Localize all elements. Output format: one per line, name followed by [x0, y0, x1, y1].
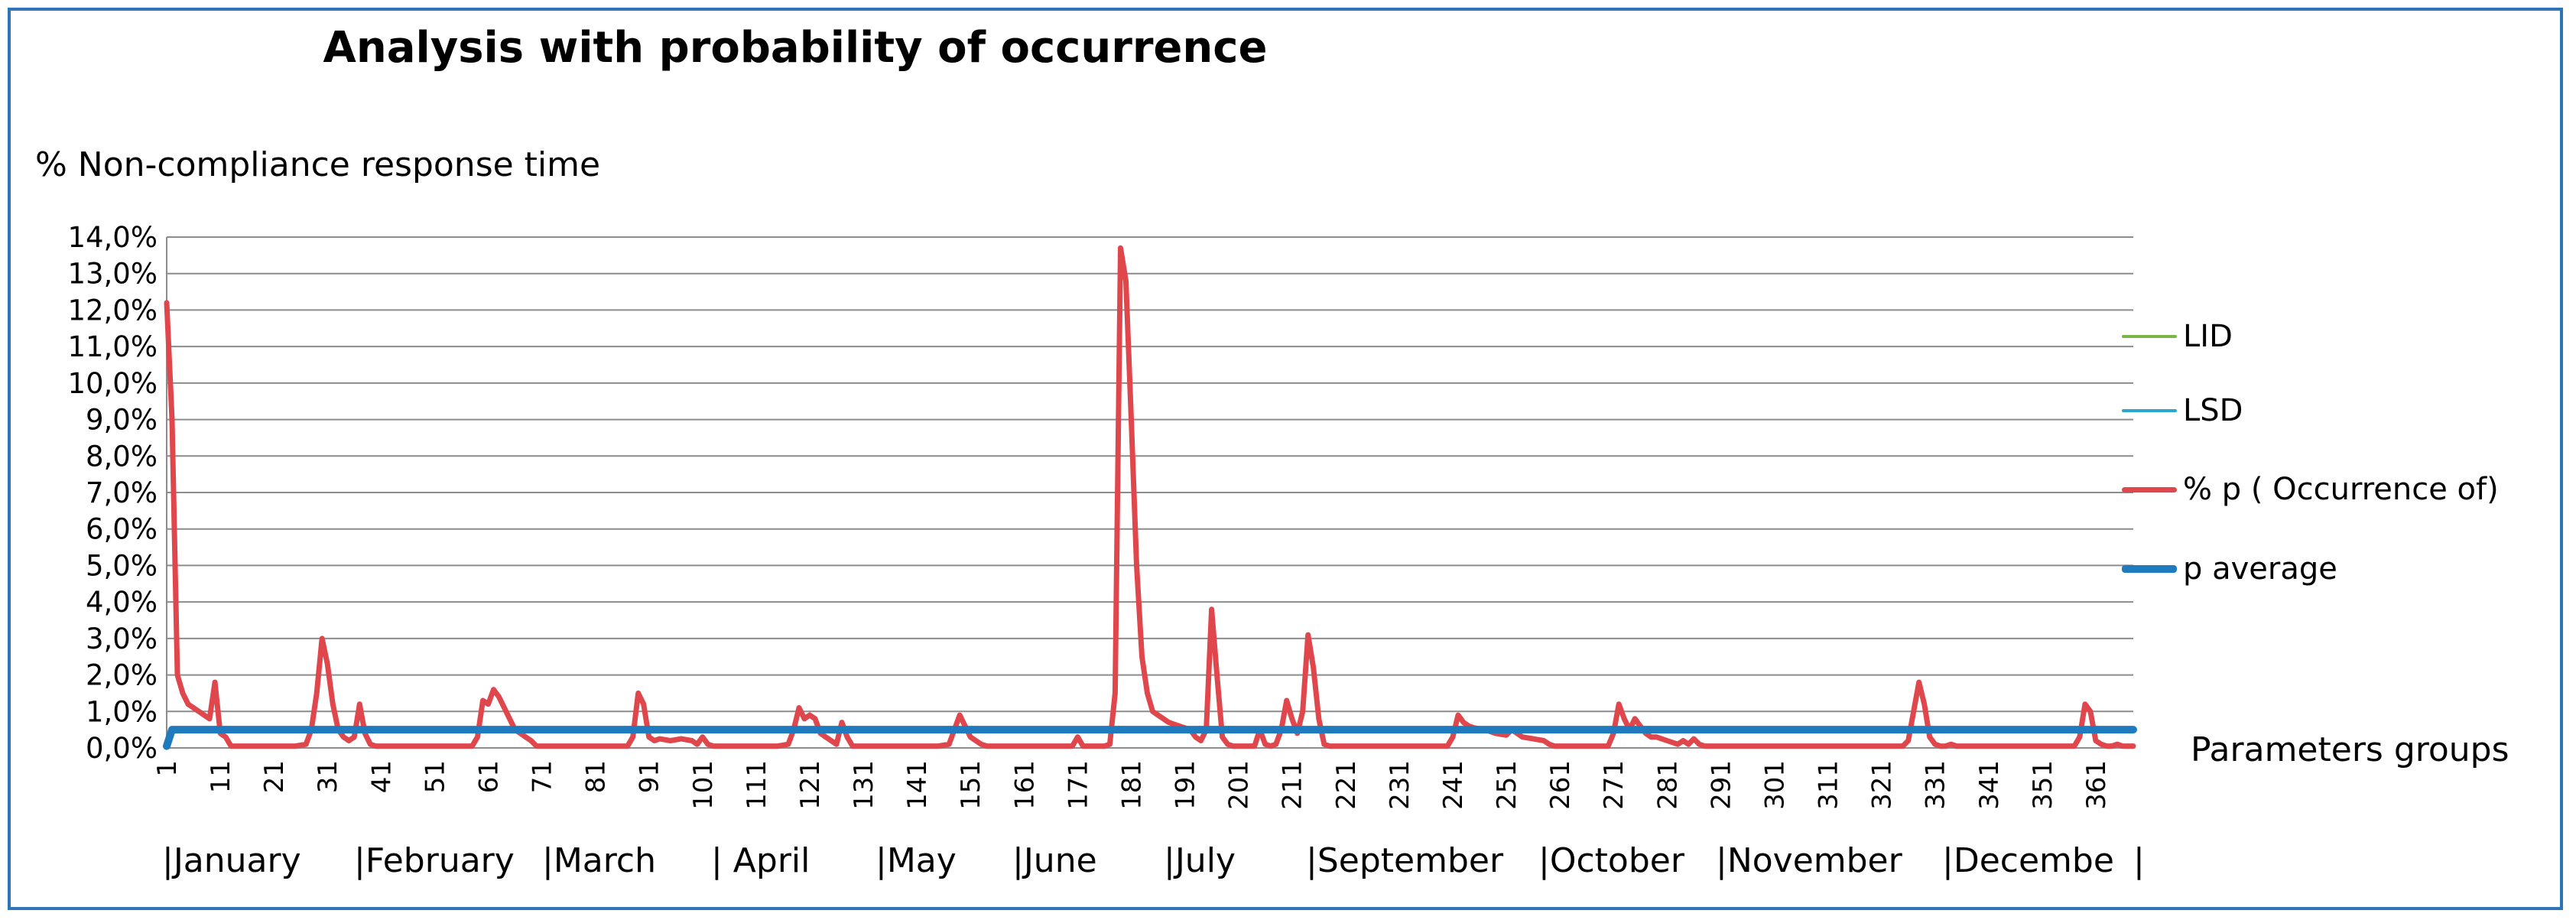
- y-tick-label: 8,0%: [86, 440, 158, 473]
- month-label: | April: [711, 841, 810, 880]
- x-tick-label: 291: [1706, 760, 1736, 810]
- y-tick-label: 2,0%: [86, 659, 158, 692]
- legend-item: LSD: [2122, 393, 2243, 428]
- y-tick-label: 6,0%: [86, 513, 158, 546]
- x-tick-label: 281: [1652, 760, 1683, 810]
- x-tick-label: 171: [1063, 760, 1093, 810]
- x-tick-label: 331: [1921, 760, 1951, 810]
- x-tick-label: 91: [635, 760, 665, 793]
- month-label: |March: [542, 841, 656, 880]
- x-axis-label: Parameters groups: [2191, 730, 2509, 769]
- month-label: |October: [1538, 841, 1685, 880]
- y-axis-label: % Non-compliance response time: [35, 145, 601, 184]
- x-tick-label: 31: [313, 760, 343, 793]
- x-tick-label: 71: [528, 760, 558, 793]
- x-tick-label: 1: [152, 760, 183, 777]
- x-tick-label: 301: [1759, 760, 1790, 810]
- y-tick-label: 5,0%: [86, 549, 158, 582]
- x-tick-label: 311: [1814, 760, 1844, 810]
- month-label: |Decembe: [1942, 841, 2114, 880]
- x-tick-label: 221: [1331, 760, 1362, 810]
- x-tick-label: 271: [1599, 760, 1629, 810]
- y-tick-label: 3,0%: [86, 623, 158, 655]
- series-line: [164, 245, 2136, 749]
- legend-label: LSD: [2183, 393, 2243, 428]
- series-line: [163, 726, 2137, 750]
- x-tick-label: 101: [688, 760, 719, 810]
- y-tick-label: 1,0%: [86, 695, 158, 728]
- grid-lines: [166, 236, 2133, 749]
- x-tick-label: 351: [2028, 760, 2058, 810]
- y-tick-label: 4,0%: [86, 586, 158, 619]
- y-tick-label: 14,0%: [67, 221, 158, 254]
- series-lines: [163, 245, 2137, 750]
- x-tick-label: 151: [956, 760, 986, 810]
- month-label: |: [2133, 841, 2145, 880]
- y-tick-label: 12,0%: [67, 294, 158, 327]
- x-tick-label: 51: [420, 760, 450, 793]
- month-label: |September: [1306, 841, 1504, 880]
- x-tick-labels: 1 11 21 31 41 51 61 71 81 91 101 111 121 131 141 151 161…: [152, 760, 2112, 810]
- x-tick-label: 261: [1545, 760, 1576, 810]
- x-tick-label: 41: [366, 760, 397, 793]
- y-tick-label: 13,0%: [67, 258, 158, 291]
- y-tick-labels: 0,0% 1,0%2,0% 3,0% 4,0% 5,0%6,0% 7,0%8,0%9,0%…: [67, 221, 158, 765]
- x-tick-label: 361: [2081, 760, 2112, 810]
- month-labels: |January |February |March | April |May |June |…: [162, 841, 2145, 880]
- legend-swatch: [2122, 486, 2177, 493]
- month-label: |February: [354, 841, 515, 880]
- x-tick-label: 161: [1009, 760, 1040, 810]
- x-tick-label: 121: [795, 760, 826, 810]
- y-tick-label: 11,0%: [67, 330, 158, 363]
- x-tick-label: 21: [259, 760, 290, 793]
- x-tick-label: 201: [1224, 760, 1255, 810]
- legend-swatch: [2122, 409, 2177, 412]
- chart-frame: [8, 8, 2563, 910]
- x-tick-label: 211: [1278, 760, 1308, 810]
- legend-label: LID: [2183, 319, 2233, 354]
- x-tick-label: 141: [902, 760, 933, 810]
- chart-title: Analysis with probability of occurrence: [323, 23, 1268, 73]
- y-tick-label: 7,0%: [86, 476, 158, 509]
- x-tick-label: 11: [206, 760, 236, 793]
- x-tick-label: 131: [849, 760, 879, 810]
- legend-item: LID: [2122, 319, 2233, 354]
- legend-swatch: [2122, 565, 2177, 573]
- legend-label: % p ( Occurrence of): [2183, 472, 2499, 507]
- y-tick-label: 10,0%: [67, 367, 158, 400]
- x-tick-label: 241: [1438, 760, 1469, 810]
- x-tick-label: 191: [1171, 760, 1201, 810]
- y-tick-label: 0,0%: [86, 732, 158, 765]
- x-tick-label: 81: [581, 760, 612, 793]
- month-label: |June: [1012, 841, 1097, 880]
- month-label: |July: [1164, 841, 1236, 880]
- x-tick-label: 231: [1385, 760, 1415, 810]
- month-label: |January: [162, 841, 301, 880]
- legend-item: % p ( Occurrence of): [2122, 472, 2499, 507]
- legend-label: p average: [2183, 551, 2337, 587]
- month-label: |May: [875, 841, 957, 880]
- y-tick-label: 9,0%: [86, 404, 158, 437]
- x-tick-label: 341: [1974, 760, 2005, 810]
- month-label: |November: [1716, 841, 1903, 880]
- legend-swatch: [2122, 335, 2177, 338]
- legend-item: p average: [2122, 551, 2337, 587]
- x-tick-label: 181: [1116, 760, 1147, 810]
- x-tick-label: 321: [1867, 760, 1898, 810]
- x-tick-label: 251: [1492, 760, 1522, 810]
- x-tick-label: 111: [742, 760, 772, 810]
- x-tick-label: 61: [473, 760, 504, 793]
